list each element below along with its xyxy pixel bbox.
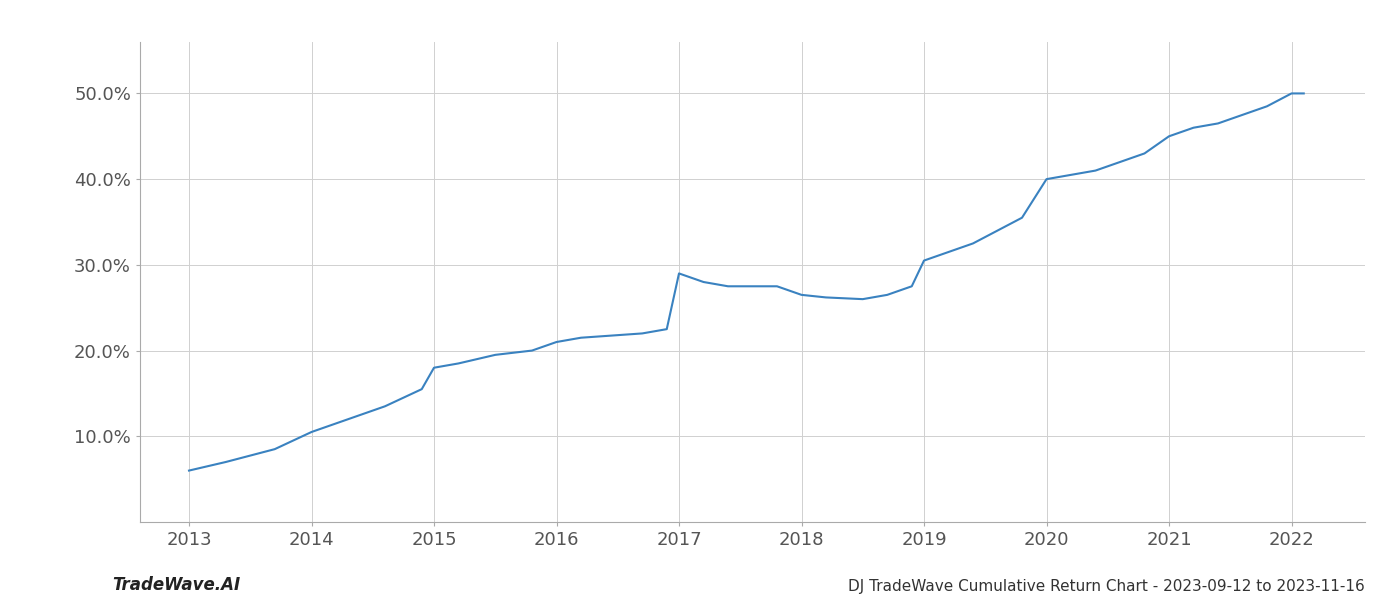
Text: DJ TradeWave Cumulative Return Chart - 2023-09-12 to 2023-11-16: DJ TradeWave Cumulative Return Chart - 2… [848,579,1365,594]
Text: TradeWave.AI: TradeWave.AI [112,576,241,594]
